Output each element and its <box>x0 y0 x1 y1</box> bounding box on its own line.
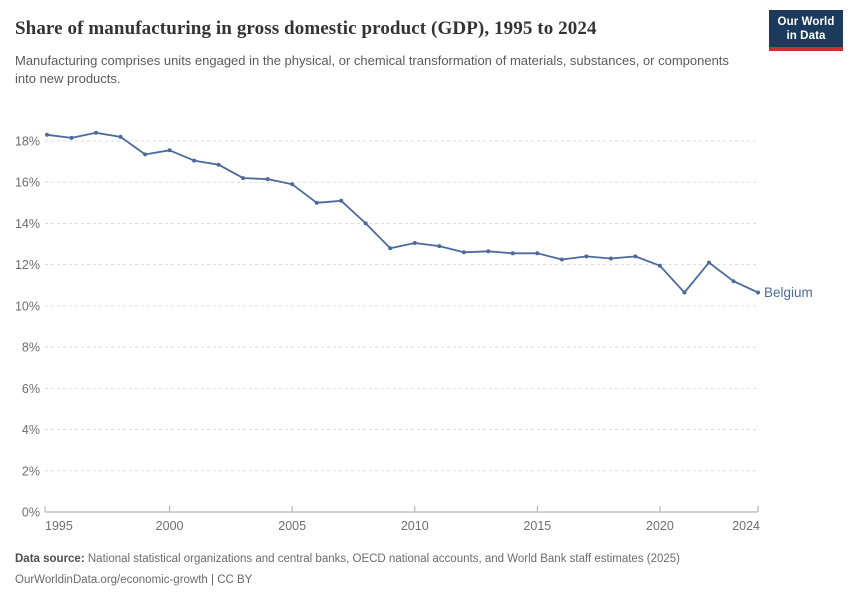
data-point[interactable] <box>461 250 466 255</box>
data-point[interactable] <box>510 251 515 256</box>
y-tick-label: 12% <box>15 258 40 272</box>
y-tick-label: 2% <box>22 464 40 478</box>
x-tick-label: 2000 <box>156 519 184 533</box>
data-point[interactable] <box>45 132 49 137</box>
data-point[interactable] <box>633 254 638 259</box>
data-point[interactable] <box>192 158 197 163</box>
data-point[interactable] <box>486 249 491 254</box>
data-point[interactable] <box>94 130 98 135</box>
data-point[interactable] <box>241 176 246 181</box>
data-point[interactable] <box>559 257 564 262</box>
y-tick-label: 16% <box>15 176 40 190</box>
chart-subtitle: Manufacturing comprises units engaged in… <box>15 53 729 86</box>
series-end-label: Belgium <box>764 285 813 300</box>
x-tick-label: 2024 <box>732 519 760 533</box>
y-tick-label: 0% <box>22 506 40 520</box>
data-point[interactable] <box>388 246 393 251</box>
chart-footer: Data source: National statistical organi… <box>15 549 835 591</box>
data-point[interactable] <box>69 135 74 140</box>
data-point[interactable] <box>608 256 613 261</box>
page-header: Share of manufacturing in gross domestic… <box>15 14 755 88</box>
owid-logo-line2: in Data <box>786 30 826 42</box>
y-tick-label: 18% <box>15 135 40 149</box>
data-source-label: Data source: <box>15 553 85 565</box>
trend-line[interactable] <box>46 131 759 294</box>
data-source-text: National statistical organizations and c… <box>84 553 681 565</box>
y-tick-label: 10% <box>15 299 40 313</box>
data-source-line: Data source: National statistical organi… <box>15 549 835 570</box>
data-point[interactable] <box>118 134 123 139</box>
data-point[interactable] <box>143 152 148 157</box>
y-tick-label: 4% <box>22 423 40 437</box>
data-point[interactable] <box>584 254 589 259</box>
data-point[interactable] <box>756 290 760 295</box>
x-tick-label: 2010 <box>401 519 429 533</box>
owid-logo-line1: Our World <box>777 16 835 28</box>
data-point[interactable] <box>363 221 368 226</box>
data-point[interactable] <box>290 182 295 187</box>
y-tick-label: 8% <box>22 341 40 355</box>
data-point[interactable] <box>657 263 662 268</box>
y-tick-label: 6% <box>22 382 40 396</box>
data-point[interactable] <box>707 260 711 265</box>
line-chart[interactable]: 0% 2% 4% 6% 8% 10% 12% 14% 16% 18% 1995 2000 2005 201… <box>0 118 850 548</box>
data-point[interactable] <box>437 244 442 249</box>
data-point[interactable] <box>412 241 417 245</box>
y-tick-label: 14% <box>15 217 40 231</box>
data-point[interactable] <box>265 177 270 182</box>
x-tick-label: 2015 <box>523 519 551 533</box>
data-point[interactable] <box>731 279 736 284</box>
data-point[interactable] <box>216 162 221 167</box>
chart-title: Share of manufacturing in gross domestic… <box>15 18 597 39</box>
data-point[interactable] <box>682 290 687 295</box>
data-point[interactable] <box>314 200 319 205</box>
x-tick-label: 2005 <box>278 519 306 533</box>
x-tick-label: 2020 <box>646 519 674 533</box>
x-tick-label: 1995 <box>45 519 73 533</box>
data-point[interactable] <box>339 198 344 203</box>
data-point[interactable] <box>167 148 172 153</box>
data-point[interactable] <box>535 251 540 256</box>
owid-logo[interactable]: Our World in Data <box>769 10 843 51</box>
footer-link[interactable]: OurWorldinData.org/economic-growth | CC … <box>15 574 253 586</box>
